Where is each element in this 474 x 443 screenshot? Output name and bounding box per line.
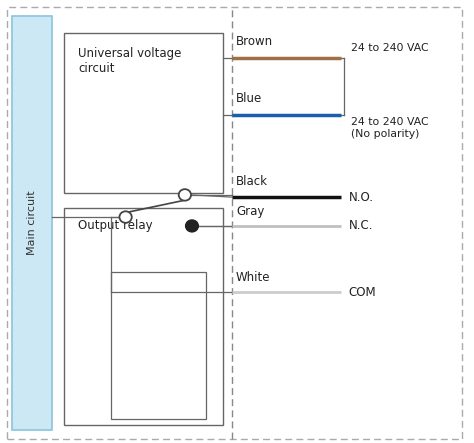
- Text: Output relay: Output relay: [78, 219, 153, 232]
- Text: N.C.: N.C.: [348, 219, 373, 233]
- Text: Gray: Gray: [236, 205, 264, 218]
- Text: Blue: Blue: [236, 93, 262, 105]
- Text: N.O.: N.O.: [348, 190, 374, 204]
- Text: White: White: [236, 271, 271, 284]
- Circle shape: [186, 220, 198, 232]
- Circle shape: [119, 211, 132, 223]
- Text: Brown: Brown: [236, 35, 273, 48]
- FancyBboxPatch shape: [12, 16, 52, 430]
- FancyBboxPatch shape: [64, 33, 223, 193]
- FancyBboxPatch shape: [111, 272, 206, 419]
- Text: Universal voltage
circuit: Universal voltage circuit: [78, 47, 182, 74]
- Text: Black: Black: [236, 175, 268, 188]
- Text: COM: COM: [348, 286, 376, 299]
- Text: Main circuit: Main circuit: [27, 190, 37, 255]
- Circle shape: [179, 189, 191, 201]
- FancyBboxPatch shape: [64, 208, 223, 425]
- Text: 24 to 240 VAC
(No polarity): 24 to 240 VAC (No polarity): [351, 117, 428, 139]
- Text: 24 to 240 VAC: 24 to 240 VAC: [351, 43, 428, 53]
